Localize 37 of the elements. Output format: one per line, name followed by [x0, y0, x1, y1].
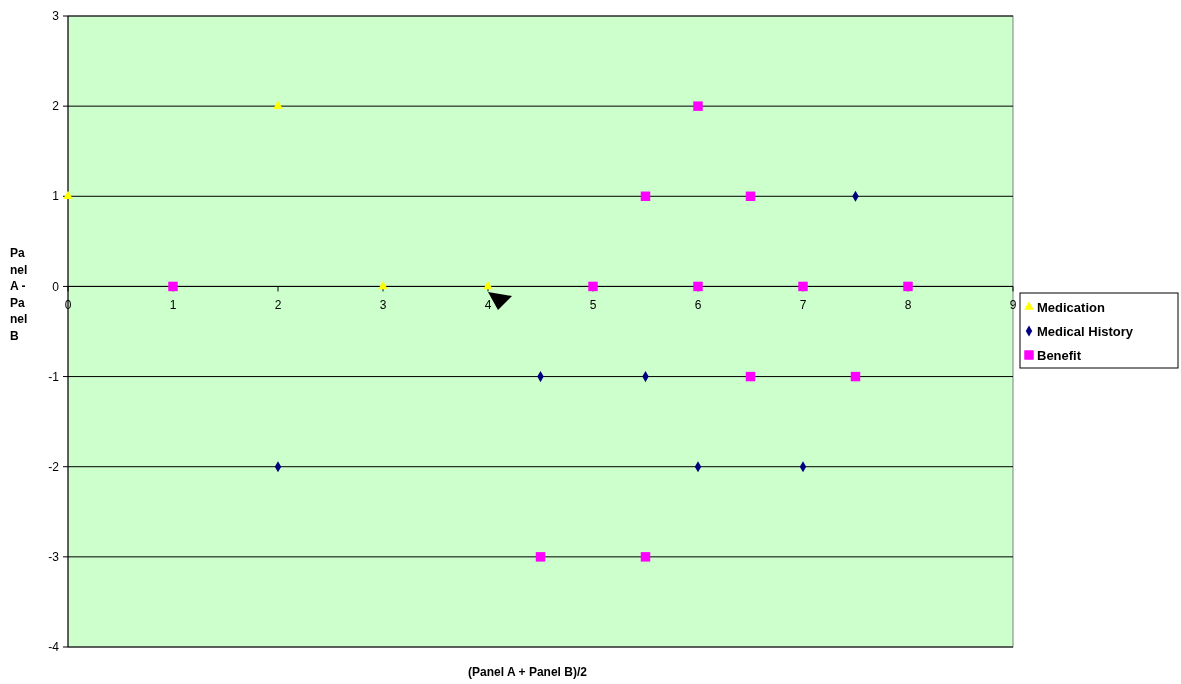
y-axis-title: Panel A - Panel B — [10, 246, 28, 343]
y-tick-label: -2 — [48, 459, 60, 474]
y-tick-label: 1 — [52, 189, 60, 204]
x-tick-label: 7 — [799, 298, 807, 313]
point — [693, 281, 703, 292]
point — [588, 281, 598, 292]
point — [745, 191, 756, 202]
point — [483, 280, 493, 290]
point — [850, 371, 861, 382]
point — [535, 552, 546, 562]
point — [745, 371, 756, 382]
x-tick-label: 8 — [904, 298, 912, 313]
y-tick-label: -3 — [48, 550, 60, 565]
x-tick-label: 9 — [1009, 298, 1017, 313]
y-tick-label: -4 — [48, 640, 60, 655]
legend-label: Medical History — [1037, 323, 1134, 339]
point — [798, 281, 808, 292]
y-tick-label: 3 — [52, 9, 60, 24]
legend-label: Medication — [1037, 299, 1105, 315]
y-tick-label: -1 — [48, 369, 60, 384]
x-tick-label: 3 — [379, 298, 387, 313]
x-tick-label: 6 — [694, 298, 702, 313]
x-tick-label: 5 — [589, 298, 597, 313]
legend-label: Benefit — [1037, 347, 1082, 363]
point — [378, 280, 388, 290]
x-axis-title: (Panel A + Panel B)/2 — [468, 665, 588, 679]
point — [640, 552, 651, 562]
x-tick-label: 2 — [274, 298, 282, 313]
point — [903, 281, 913, 292]
point — [168, 281, 178, 292]
x-tick-label: 1 — [169, 298, 177, 313]
y-tick-label: 2 — [52, 99, 60, 114]
point — [693, 101, 703, 111]
y-tick-label: 0 — [52, 279, 60, 294]
point — [640, 191, 651, 202]
x-tick-label: 4 — [484, 298, 492, 313]
point — [273, 100, 283, 109]
